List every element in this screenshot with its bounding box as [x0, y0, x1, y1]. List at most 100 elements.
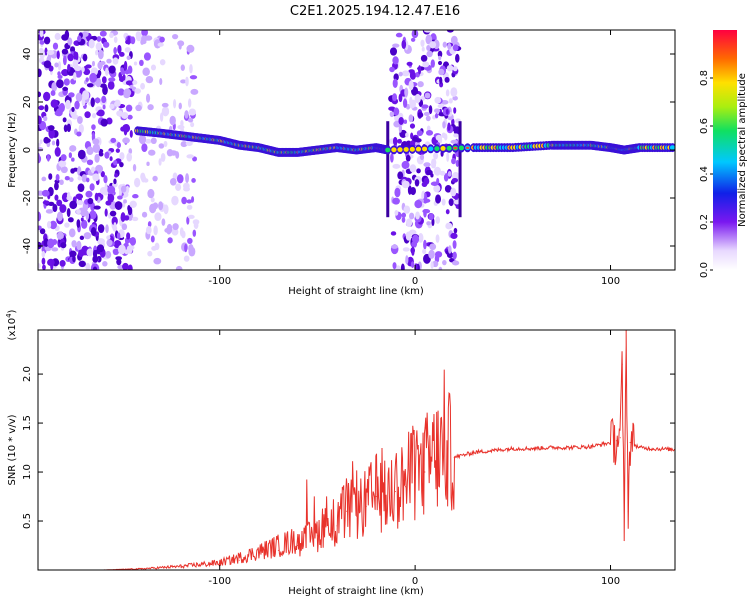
noise-blob [448, 98, 453, 104]
noise-blob [96, 36, 102, 42]
noise-blob [418, 232, 424, 243]
noise-blob [69, 177, 74, 183]
noise-blob [402, 98, 408, 108]
noise-blob [435, 234, 440, 243]
noise-blob [150, 235, 155, 243]
noise-blob [145, 93, 151, 103]
noise-blob [145, 75, 154, 84]
noise-blob [409, 71, 417, 80]
noise-blob [81, 90, 90, 100]
noise-blob [60, 242, 67, 249]
noise-blob [154, 212, 162, 222]
noise-blob [43, 115, 48, 122]
noise-blob [391, 244, 399, 249]
noise-blob [405, 132, 409, 138]
noise-blob [132, 163, 137, 172]
noise-blob [425, 130, 434, 136]
noise-blob [178, 42, 182, 50]
noise-blob [77, 116, 83, 125]
noise-blob [414, 179, 420, 187]
noise-blob [157, 42, 164, 47]
noise-blob [412, 239, 418, 248]
noise-blob [411, 246, 415, 256]
noise-blob [45, 138, 51, 143]
noise-blob [66, 207, 71, 218]
noise-blob [189, 63, 193, 74]
noise-blob [59, 260, 66, 267]
noise-blob [109, 210, 117, 217]
noise-blob [47, 238, 55, 249]
noise-blob [187, 98, 192, 108]
noise-blob [147, 221, 152, 228]
noise-blob [187, 117, 194, 123]
noise-blob [42, 200, 50, 205]
snr-data-point [238, 559, 240, 561]
spectrogram-panel: -100 0 100 -40 -20 0 20 40 Height of straight l… [7, 29, 676, 297]
noise-blob [175, 183, 182, 191]
noise-blob [140, 172, 146, 181]
noise-blob [116, 142, 121, 149]
noise-blob [39, 30, 44, 38]
noise-blob [187, 237, 193, 244]
noise-blob [86, 177, 90, 183]
x-tick-label: -100 [208, 276, 231, 287]
noise-blob [77, 149, 86, 160]
noise-blob [169, 178, 177, 186]
noise-blob [141, 30, 149, 37]
noise-blob [43, 36, 51, 45]
noise-blob [153, 257, 162, 265]
transient-streak [386, 121, 390, 218]
snr-data-point [551, 447, 553, 449]
snr-data-point [385, 500, 387, 502]
noise-blob [190, 122, 195, 128]
noise-blob [87, 197, 94, 205]
snr-data-point [621, 363, 623, 365]
noise-blob [90, 226, 97, 236]
noise-blob [67, 37, 73, 46]
noise-blob [69, 46, 76, 53]
noise-blob [186, 204, 193, 210]
noise-blob [160, 152, 166, 162]
noise-blob [54, 62, 59, 68]
noise-blob [423, 208, 427, 218]
noise-blob [423, 239, 427, 250]
noise-blob [408, 212, 415, 220]
noise-blob [430, 181, 439, 186]
noise-blob [389, 47, 398, 56]
noise-blob [98, 151, 104, 157]
noise-blob [180, 79, 187, 84]
noise-blob [189, 75, 198, 80]
noise-blob [421, 181, 428, 187]
noise-blob [41, 257, 46, 265]
noise-blob [51, 247, 59, 252]
noise-blob [437, 50, 443, 58]
noise-blob [180, 64, 185, 71]
noise-blob [417, 81, 424, 88]
noise-blob [433, 184, 441, 193]
noise-blob [401, 70, 410, 77]
noise-blob [410, 132, 414, 140]
y-tick-label: 0 [22, 147, 33, 153]
noise-blob [140, 82, 145, 90]
noise-blob [92, 173, 100, 182]
noise-blob [149, 203, 157, 214]
noise-blob [57, 61, 62, 71]
snr-data-point [615, 440, 617, 442]
noise-blob [66, 191, 71, 200]
noise-blob [101, 76, 107, 84]
noise-blob [112, 181, 118, 188]
noise-blob [106, 235, 111, 240]
noise-blob [41, 176, 47, 182]
noise-blob [398, 124, 403, 133]
y-tick-label: -40 [22, 238, 33, 254]
noise-blob [442, 260, 447, 266]
spectrogram-y-label: Frequency (Hz) [7, 112, 18, 188]
noise-blob [67, 217, 74, 223]
noise-blob [167, 237, 173, 244]
noise-blob [127, 205, 131, 212]
noise-blob [421, 46, 425, 52]
noise-blob [141, 211, 148, 218]
noise-blob [392, 78, 398, 89]
noise-blob [154, 242, 160, 251]
